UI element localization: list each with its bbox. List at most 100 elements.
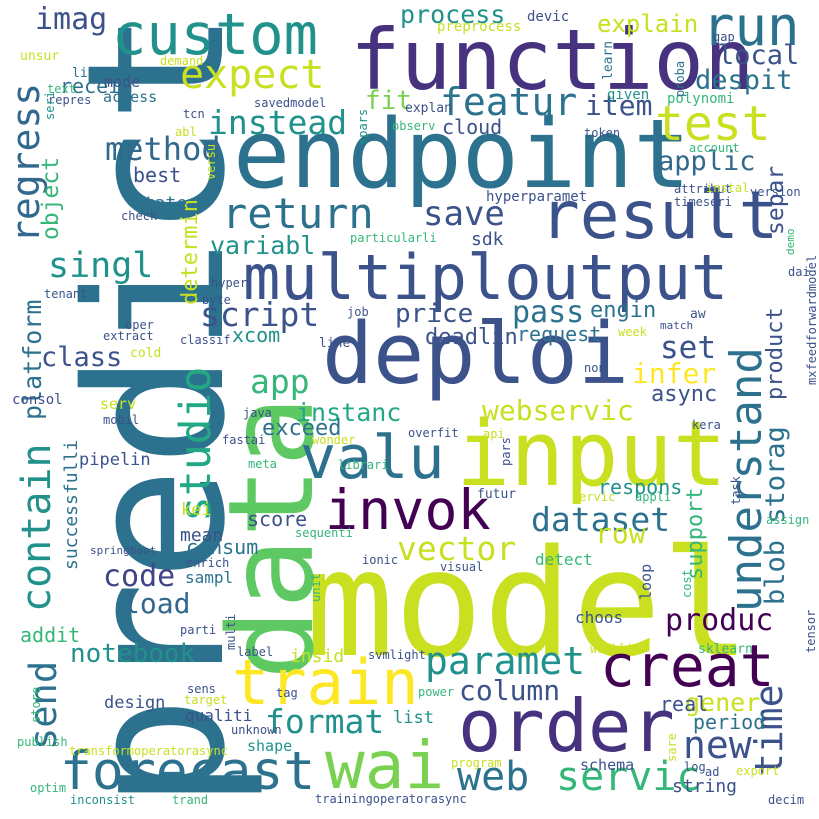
cloud-word: given [607, 87, 650, 103]
cloud-word: repres [48, 93, 92, 107]
cloud-word: line [319, 336, 351, 351]
cloud-word: servic [572, 490, 616, 504]
cloud-word: tenant [44, 287, 88, 301]
cloud-word: unit [309, 573, 323, 602]
cloud-word: account [689, 141, 740, 155]
cloud-word: function [350, 11, 755, 109]
cloud-word: exceed [262, 416, 342, 441]
cloud-word: object [38, 156, 64, 240]
cloud-word: text [47, 82, 76, 96]
cloud-word: async [651, 382, 718, 407]
cloud-word: pars [499, 437, 513, 466]
cloud-word: parti [180, 623, 217, 637]
cloud-word: item [585, 89, 653, 122]
cloud-word: optim [30, 781, 67, 795]
cloud-word: versu [204, 143, 218, 180]
cloud-word: timeseri [674, 195, 732, 209]
cloud-word: consol [12, 392, 63, 408]
cloud-word: program [451, 756, 502, 770]
cloud-word: new [683, 723, 752, 767]
cloud-word: proba [673, 60, 687, 97]
cloud-word: tag [276, 686, 298, 700]
cloud-word: instanc [296, 398, 402, 427]
cloud-word: schema [580, 756, 635, 774]
cloud-word: expect [180, 52, 325, 98]
cloud-word: list [393, 708, 434, 728]
cloud-word: sequenti [295, 526, 353, 540]
cloud-word: gap [713, 30, 735, 44]
cloud-word: test [655, 96, 771, 152]
cloud-word: week [618, 325, 647, 339]
cloud-word: imag [35, 2, 108, 37]
cloud-word: unsur [20, 49, 60, 64]
cloud-word: input [456, 402, 727, 507]
cloud-word: sklearn [698, 642, 753, 657]
cloud-word: wonder [312, 433, 356, 447]
cloud-word: instead [208, 103, 348, 142]
cloud-word: best [133, 163, 182, 187]
cloud-word: enrich [186, 556, 230, 570]
cloud-word: product [763, 307, 788, 400]
cloud-word: access [103, 88, 158, 106]
cloud-word: mean [180, 525, 224, 546]
cloud-word: request [517, 322, 602, 346]
cloud-word: polynomi [667, 91, 735, 107]
cloud-word: gener [685, 688, 761, 717]
cloud-word: classif [180, 333, 231, 347]
cloud-word: ionic [362, 553, 399, 567]
cloud-word: real [660, 692, 709, 716]
cloud-word: invok [325, 478, 491, 542]
cloud-word: assign [766, 513, 810, 527]
cloud-word: non [584, 361, 606, 375]
cloud-word: power [418, 685, 455, 699]
cloud-word: forecast [60, 741, 316, 802]
cloud-word: byte [202, 293, 231, 307]
cloud-word: version [750, 185, 801, 199]
cloud-word: train [232, 646, 419, 719]
cloud-word: overfit [408, 426, 459, 440]
cloud-word: preprocess [437, 19, 522, 35]
cloud-word: attribut [674, 182, 732, 196]
cloud-word: deadlin [425, 325, 518, 350]
cloud-word: aw [690, 307, 706, 322]
cloud-word: singl [48, 246, 154, 286]
cloud-word: seri [43, 91, 57, 120]
cloud-word: inconsist [70, 793, 136, 807]
cloud-word: choos [575, 608, 624, 627]
cloud-word: publish [17, 735, 68, 749]
cloud-word: format [265, 702, 385, 741]
cloud-word: weekli [590, 642, 634, 656]
cloud-word: dataset [531, 500, 671, 539]
cloud-word: wai [325, 727, 445, 804]
cloud-word: endpoint [233, 100, 691, 210]
cloud-word: log [684, 760, 706, 774]
cloud-word: serv [100, 395, 137, 413]
cloud-word: state [133, 193, 188, 214]
cloud-word: creat [600, 632, 775, 700]
cloud-word: shape [247, 737, 293, 755]
cloud-word: xcom [232, 323, 281, 347]
cloud-word: demand [160, 54, 204, 68]
cloud-word: sare [665, 733, 679, 762]
cloud-word: method [105, 130, 221, 168]
cloud-word: learn [601, 40, 616, 80]
cloud-word: kei [181, 500, 212, 520]
cloud-word: cold [130, 346, 162, 361]
cloud-word: variabl [210, 231, 316, 260]
cloud-word: respons [598, 475, 683, 499]
cloud-word: price [395, 299, 474, 329]
cloud-word: order [458, 684, 675, 768]
cloud-word: set [660, 330, 716, 366]
cloud-word: save [423, 194, 505, 234]
cloud-word: engin [590, 298, 657, 323]
cloud-word: cloud [442, 115, 503, 139]
cloud-word: notebook [70, 639, 196, 669]
cloud-word: match [660, 319, 694, 332]
cloud-word: instal [706, 181, 750, 195]
cloud-word: addit [20, 623, 81, 647]
cloud-word: explan [405, 101, 452, 116]
cloud-word: dai [788, 265, 810, 279]
cloud-word: mxfeedforwardmodel [805, 254, 819, 385]
cloud-word: cost [680, 569, 694, 598]
